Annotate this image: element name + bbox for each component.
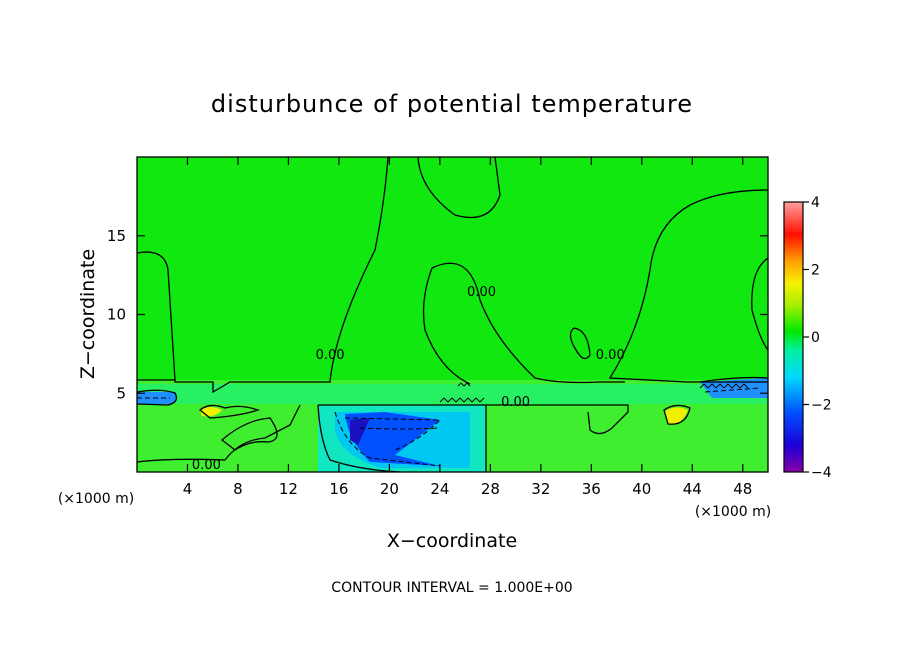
dashed-contours [137, 387, 761, 467]
colorbar-tick-label: −4 [811, 465, 832, 481]
y-tick-label: 10 [107, 306, 126, 324]
contour-label: 0.00 [316, 348, 345, 363]
cold-right [700, 378, 768, 398]
colorbar-tick-label: 4 [811, 195, 820, 211]
x-unit-label-left: (×1000 m) [58, 491, 134, 507]
y-tick-label: 15 [107, 227, 126, 245]
x-tick-label: 40 [632, 480, 651, 498]
colorbar [783, 201, 804, 473]
colorbar-ticks: 4 2 0 −2 −4 [803, 195, 832, 481]
contour-label: 0.00 [596, 348, 625, 363]
contour-label: 0.00 [467, 285, 496, 300]
x-tick-label: 32 [531, 480, 550, 498]
contour-interval: CONTOUR INTERVAL = 1.000E+00 [331, 580, 572, 596]
x-tick-label: 12 [279, 480, 298, 498]
colorbar-tick-label: 0 [811, 330, 820, 346]
plot-area: 0.00 0.00 0.00 0.00 0.00 [137, 157, 768, 473]
x-tick-label: 4 [183, 480, 193, 498]
x-tick-label: 28 [481, 480, 500, 498]
x-tick-label: 16 [329, 480, 348, 498]
x-tick-label: 20 [380, 480, 399, 498]
x-tick-label: 44 [683, 480, 702, 498]
x-tick-label: 36 [582, 480, 601, 498]
cold-pool-core [345, 412, 440, 466]
contour-ticks [439, 382, 749, 403]
x-tick-label: 8 [233, 480, 243, 498]
contour-labels: 0.00 0.00 0.00 0.00 0.00 [192, 285, 625, 473]
colorbar-tick-label: 2 [811, 263, 820, 279]
colorbar-tick-label: −2 [811, 398, 832, 414]
x-tick-label: 24 [430, 480, 449, 498]
contour-lines [137, 157, 768, 472]
x-ticks: 4 8 12 16 20 24 28 32 36 40 44 48 [183, 157, 752, 498]
y-axis-label: Z−coordinate [77, 249, 99, 379]
contour-label: 0.00 [501, 395, 530, 410]
warm-spot-right [664, 407, 688, 425]
cold-layer [137, 384, 768, 404]
cold-pool-deep [350, 418, 370, 445]
x-axis-label: X−coordinate [387, 530, 517, 552]
y-tick-label: 5 [116, 384, 126, 402]
contour-label: 0.00 [192, 458, 221, 473]
x-unit-label-right: (×1000 m) [695, 504, 771, 520]
chart-title: disturbunce of potential temperature [211, 90, 693, 118]
x-tick-label: 48 [733, 480, 752, 498]
y-ticks: 5 10 15 [107, 227, 768, 402]
